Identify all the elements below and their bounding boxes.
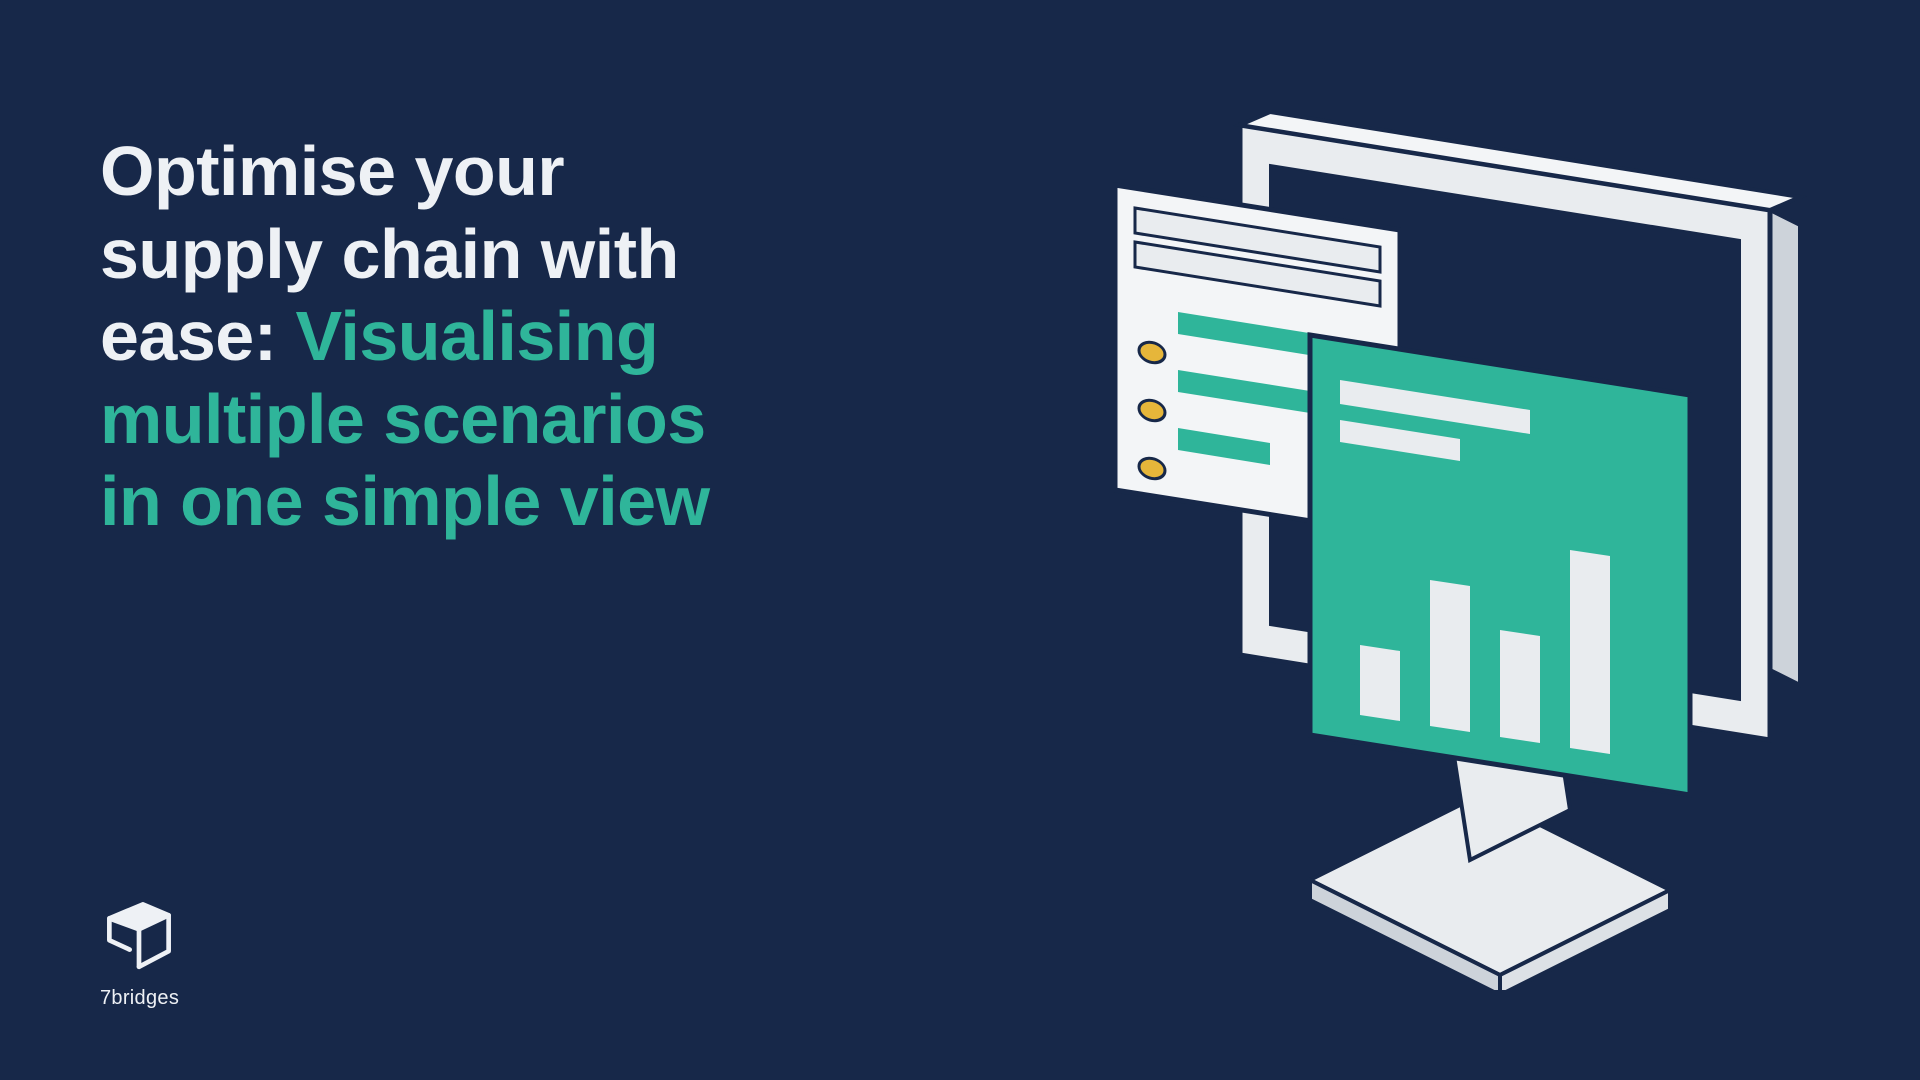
headline: Optimise your supply chain with ease: Vi… bbox=[100, 130, 1000, 543]
headline-line-1: Optimise your bbox=[100, 132, 564, 210]
headline-line-3b: Visualising bbox=[295, 297, 658, 375]
monitor-icon bbox=[1115, 112, 1800, 990]
monitor-illustration bbox=[1010, 90, 1830, 990]
headline-line-2: supply chain with bbox=[100, 215, 679, 293]
logo-icon bbox=[100, 895, 178, 973]
headline-line-4: multiple scenarios bbox=[100, 380, 706, 458]
headline-line-3a: ease: bbox=[100, 297, 295, 375]
chart-panel-icon bbox=[1310, 335, 1690, 795]
headline-line-5: in one simple view bbox=[100, 462, 710, 540]
logo-label: 7bridges bbox=[100, 987, 179, 1010]
logo-block: 7bridges bbox=[100, 895, 179, 1010]
promo-slide: Optimise your supply chain with ease: Vi… bbox=[0, 0, 1920, 1080]
